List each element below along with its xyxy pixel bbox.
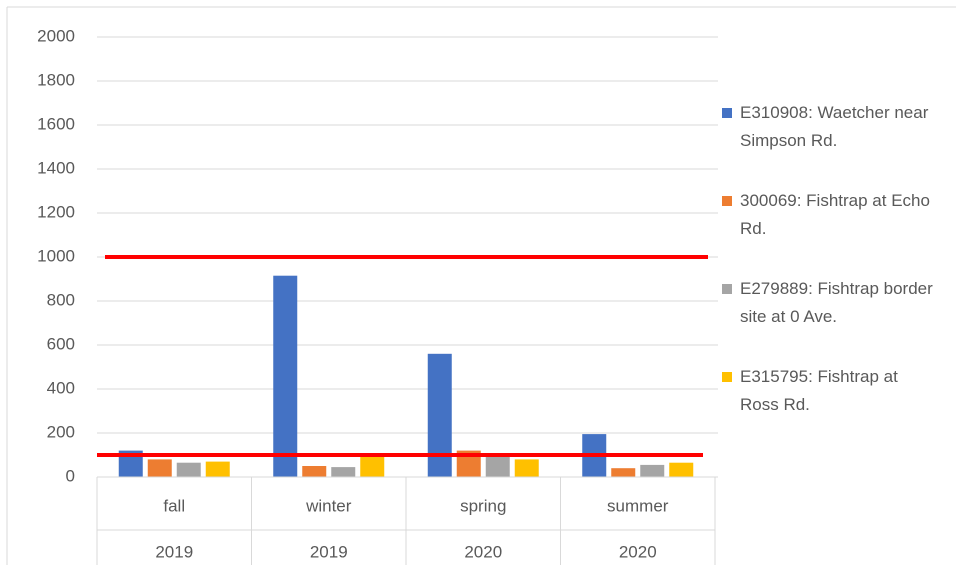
x-tick-label: winter xyxy=(305,496,352,515)
bar xyxy=(147,459,172,477)
x-tick-label: spring xyxy=(460,496,506,515)
x-group-label: 2019 xyxy=(155,542,193,561)
bar xyxy=(611,468,636,477)
y-tick-label: 200 xyxy=(47,422,75,441)
y-tick-label: 600 xyxy=(47,334,75,353)
legend-label: E310908: Waetcher near Simpson Rd. xyxy=(740,103,929,150)
y-tick-label: 400 xyxy=(47,378,75,397)
y-tick-label: 1200 xyxy=(37,202,75,221)
bar xyxy=(427,353,452,477)
legend-label: E315795: Fishtrap at Ross Rd. xyxy=(740,367,898,414)
bar xyxy=(514,459,539,477)
bar xyxy=(205,461,230,477)
legend-swatch xyxy=(722,108,732,118)
bar xyxy=(485,453,510,477)
y-tick-label: 1400 xyxy=(37,158,75,177)
y-tick-label: 1800 xyxy=(37,70,75,89)
bar xyxy=(669,462,694,477)
bar xyxy=(302,466,327,477)
bar xyxy=(640,464,665,477)
y-tick-label: 1000 xyxy=(37,246,75,265)
x-group-label: 2020 xyxy=(619,542,657,561)
bar xyxy=(331,467,356,477)
legend-label: E279889: Fishtrap border site at 0 Ave. xyxy=(740,279,933,326)
x-tick-label: summer xyxy=(607,496,669,515)
legend-swatch xyxy=(722,372,732,382)
legend-item: E315795: Fishtrap at Ross Rd. xyxy=(722,363,934,419)
bar xyxy=(273,275,298,477)
legend-item: E310908: Waetcher near Simpson Rd. xyxy=(722,99,934,155)
y-tick-label: 0 xyxy=(66,466,75,485)
y-tick-label: 1600 xyxy=(37,114,75,133)
bar xyxy=(360,456,385,477)
legend-swatch xyxy=(722,284,732,294)
legend-item: E279889: Fishtrap border site at 0 Ave. xyxy=(722,275,934,331)
y-tick-label: 2000 xyxy=(37,26,75,45)
x-tick-label: fall xyxy=(163,496,185,515)
x-group-label: 2020 xyxy=(464,542,502,561)
y-tick-label: 800 xyxy=(47,290,75,309)
bar xyxy=(176,462,201,477)
x-group-label: 2019 xyxy=(310,542,348,561)
legend-label: 300069: Fishtrap at Echo Rd. xyxy=(740,191,930,238)
legend-swatch xyxy=(722,196,732,206)
legend-item: 300069: Fishtrap at Echo Rd. xyxy=(722,187,934,243)
